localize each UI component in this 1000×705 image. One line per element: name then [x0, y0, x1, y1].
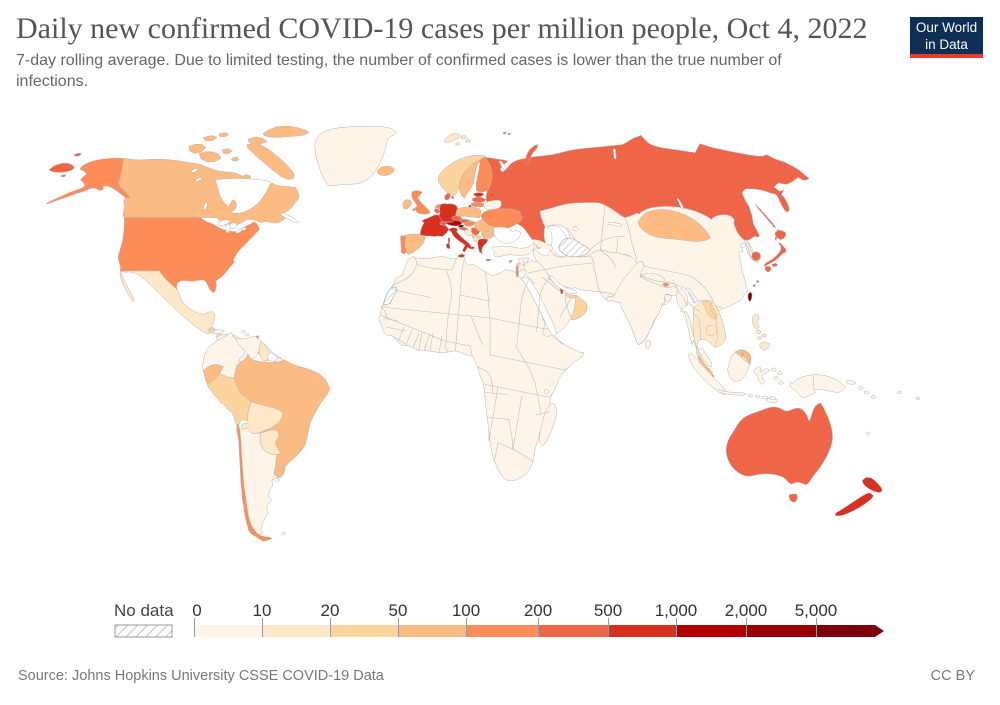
svg-text:50: 50 [389, 601, 408, 620]
svg-text:200: 200 [524, 601, 552, 620]
svg-text:2,000: 2,000 [725, 601, 768, 620]
svg-text:20: 20 [321, 601, 340, 620]
svg-text:No data: No data [114, 601, 174, 620]
svg-text:0: 0 [192, 601, 201, 620]
svg-text:1,000: 1,000 [655, 601, 698, 620]
svg-text:500: 500 [594, 601, 622, 620]
svg-text:10: 10 [253, 601, 272, 620]
svg-text:100: 100 [452, 601, 480, 620]
svg-text:5,000: 5,000 [795, 601, 838, 620]
